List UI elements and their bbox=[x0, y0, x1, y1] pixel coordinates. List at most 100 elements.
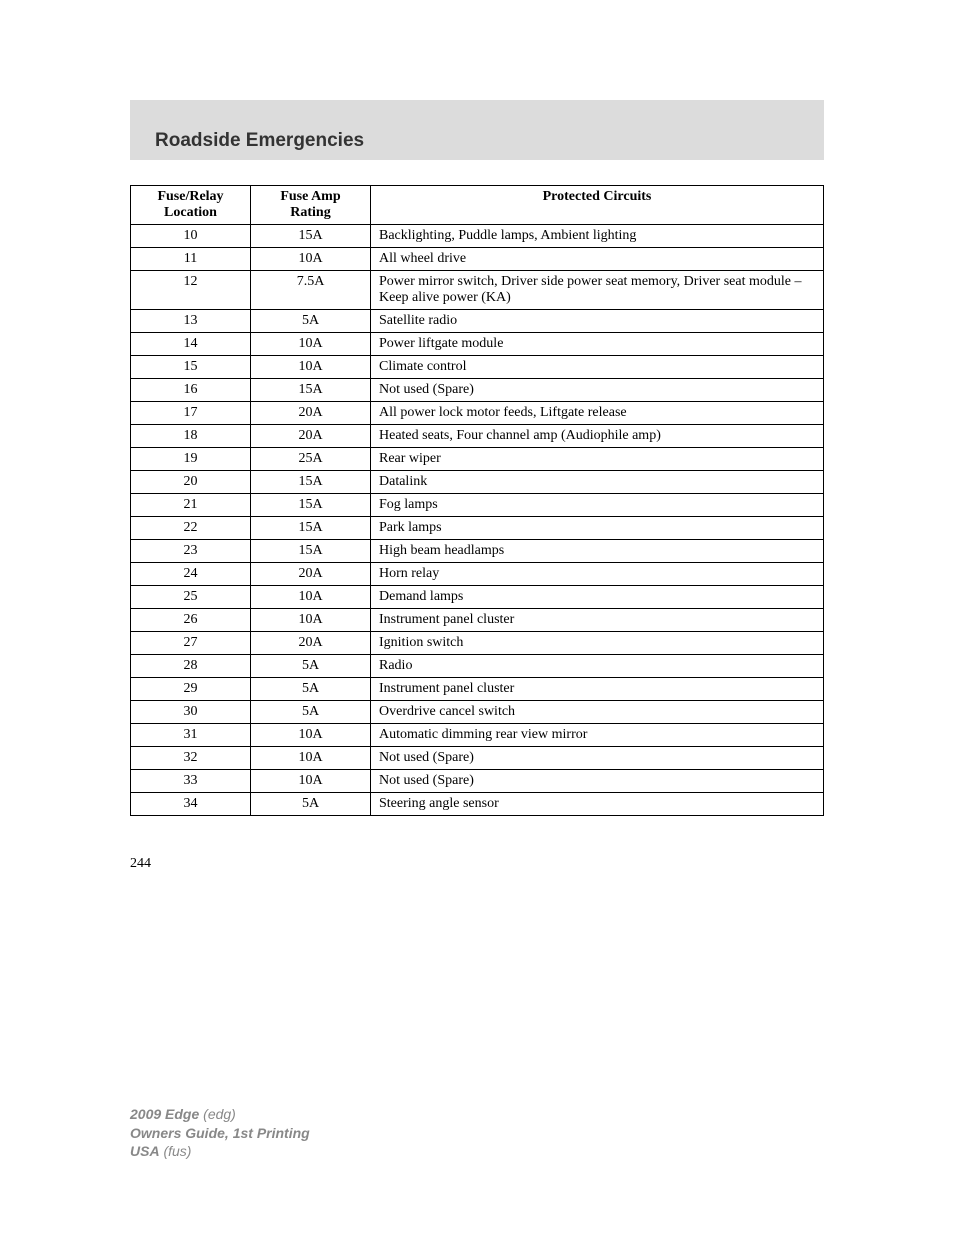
header-text: Rating bbox=[290, 205, 330, 220]
table-row: 2610AInstrument panel cluster bbox=[131, 609, 824, 632]
cell-rating: 10A bbox=[251, 770, 371, 793]
cell-circuits: All wheel drive bbox=[371, 248, 824, 271]
cell-rating: 15A bbox=[251, 379, 371, 402]
cell-location: 12 bbox=[131, 271, 251, 310]
table-row: 2720AIgnition switch bbox=[131, 632, 824, 655]
table-row: 1015ABacklighting, Puddle lamps, Ambient… bbox=[131, 225, 824, 248]
cell-rating: 10A bbox=[251, 356, 371, 379]
cell-location: 30 bbox=[131, 701, 251, 724]
cell-circuits: Ignition switch bbox=[371, 632, 824, 655]
header-text: Location bbox=[164, 205, 217, 220]
cell-circuits: Datalink bbox=[371, 471, 824, 494]
cell-circuits: Power liftgate module bbox=[371, 333, 824, 356]
cell-rating: 20A bbox=[251, 425, 371, 448]
table-row: 345ASteering angle sensor bbox=[131, 793, 824, 816]
cell-circuits: Not used (Spare) bbox=[371, 770, 824, 793]
cell-circuits: Climate control bbox=[371, 356, 824, 379]
cell-rating: 20A bbox=[251, 563, 371, 586]
cell-circuits: Not used (Spare) bbox=[371, 747, 824, 770]
cell-circuits: Fog lamps bbox=[371, 494, 824, 517]
cell-location: 29 bbox=[131, 678, 251, 701]
cell-rating: 15A bbox=[251, 471, 371, 494]
cell-location: 24 bbox=[131, 563, 251, 586]
cell-circuits: All power lock motor feeds, Liftgate rel… bbox=[371, 402, 824, 425]
header-text: Fuse/Relay bbox=[157, 189, 223, 204]
cell-rating: 10A bbox=[251, 248, 371, 271]
footer-guide: Owners Guide, 1st Printing bbox=[130, 1125, 310, 1141]
cell-rating: 15A bbox=[251, 225, 371, 248]
cell-circuits: Not used (Spare) bbox=[371, 379, 824, 402]
table-row: 3110AAutomatic dimming rear view mirror bbox=[131, 724, 824, 747]
cell-location: 26 bbox=[131, 609, 251, 632]
column-header-location: Fuse/Relay Location bbox=[131, 186, 251, 225]
cell-circuits: High beam headlamps bbox=[371, 540, 824, 563]
cell-rating: 5A bbox=[251, 655, 371, 678]
cell-location: 22 bbox=[131, 517, 251, 540]
cell-location: 20 bbox=[131, 471, 251, 494]
cell-location: 25 bbox=[131, 586, 251, 609]
table-row: 2420AHorn relay bbox=[131, 563, 824, 586]
footer-model: 2009 Edge bbox=[130, 1106, 199, 1122]
page-number: 244 bbox=[130, 856, 824, 872]
cell-rating: 5A bbox=[251, 701, 371, 724]
cell-circuits: Heated seats, Four channel amp (Audiophi… bbox=[371, 425, 824, 448]
table-row: 1820AHeated seats, Four channel amp (Aud… bbox=[131, 425, 824, 448]
cell-circuits: Rear wiper bbox=[371, 448, 824, 471]
cell-rating: 10A bbox=[251, 609, 371, 632]
cell-location: 15 bbox=[131, 356, 251, 379]
cell-circuits: Backlighting, Puddle lamps, Ambient ligh… bbox=[371, 225, 824, 248]
cell-location: 32 bbox=[131, 747, 251, 770]
header-text: Fuse Amp bbox=[280, 189, 340, 204]
cell-location: 31 bbox=[131, 724, 251, 747]
cell-location: 14 bbox=[131, 333, 251, 356]
cell-location: 19 bbox=[131, 448, 251, 471]
cell-location: 21 bbox=[131, 494, 251, 517]
table-row: 3210ANot used (Spare) bbox=[131, 747, 824, 770]
cell-circuits: Radio bbox=[371, 655, 824, 678]
cell-rating: 5A bbox=[251, 310, 371, 333]
section-title: Roadside Emergencies bbox=[155, 130, 364, 152]
cell-circuits: Automatic dimming rear view mirror bbox=[371, 724, 824, 747]
cell-rating: 20A bbox=[251, 402, 371, 425]
table-row: 127.5APower mirror switch, Driver side p… bbox=[131, 271, 824, 310]
cell-rating: 10A bbox=[251, 747, 371, 770]
table-row: 285ARadio bbox=[131, 655, 824, 678]
cell-circuits: Steering angle sensor bbox=[371, 793, 824, 816]
cell-rating: 10A bbox=[251, 724, 371, 747]
table-row: 3310ANot used (Spare) bbox=[131, 770, 824, 793]
cell-circuits: Instrument panel cluster bbox=[371, 678, 824, 701]
cell-location: 11 bbox=[131, 248, 251, 271]
table-row: 1925ARear wiper bbox=[131, 448, 824, 471]
table-row: 2215APark lamps bbox=[131, 517, 824, 540]
footer-code: (edg) bbox=[199, 1106, 236, 1122]
cell-location: 33 bbox=[131, 770, 251, 793]
fuse-table: Fuse/Relay Location Fuse Amp Rating Prot… bbox=[130, 185, 824, 816]
table-header-row: Fuse/Relay Location Fuse Amp Rating Prot… bbox=[131, 186, 824, 225]
cell-rating: 25A bbox=[251, 448, 371, 471]
cell-location: 23 bbox=[131, 540, 251, 563]
cell-rating: 5A bbox=[251, 678, 371, 701]
cell-rating: 5A bbox=[251, 793, 371, 816]
table-row: 2015ADatalink bbox=[131, 471, 824, 494]
cell-rating: 10A bbox=[251, 333, 371, 356]
table-row: 135ASatellite radio bbox=[131, 310, 824, 333]
table-row: 2315AHigh beam headlamps bbox=[131, 540, 824, 563]
cell-location: 27 bbox=[131, 632, 251, 655]
footer-line-2: Owners Guide, 1st Printing bbox=[130, 1124, 310, 1142]
cell-location: 18 bbox=[131, 425, 251, 448]
table-row: 2510ADemand lamps bbox=[131, 586, 824, 609]
cell-location: 13 bbox=[131, 310, 251, 333]
column-header-circuits: Protected Circuits bbox=[371, 186, 824, 225]
footer-region: USA bbox=[130, 1143, 160, 1159]
cell-rating: 15A bbox=[251, 540, 371, 563]
cell-circuits: Park lamps bbox=[371, 517, 824, 540]
table-row: 1410APower liftgate module bbox=[131, 333, 824, 356]
table-row: 1720AAll power lock motor feeds, Liftgat… bbox=[131, 402, 824, 425]
cell-rating: 20A bbox=[251, 632, 371, 655]
cell-location: 17 bbox=[131, 402, 251, 425]
cell-circuits: Overdrive cancel switch bbox=[371, 701, 824, 724]
cell-location: 34 bbox=[131, 793, 251, 816]
table-row: 295AInstrument panel cluster bbox=[131, 678, 824, 701]
footer-line-1: 2009 Edge (edg) bbox=[130, 1105, 310, 1123]
table-row: 305AOverdrive cancel switch bbox=[131, 701, 824, 724]
